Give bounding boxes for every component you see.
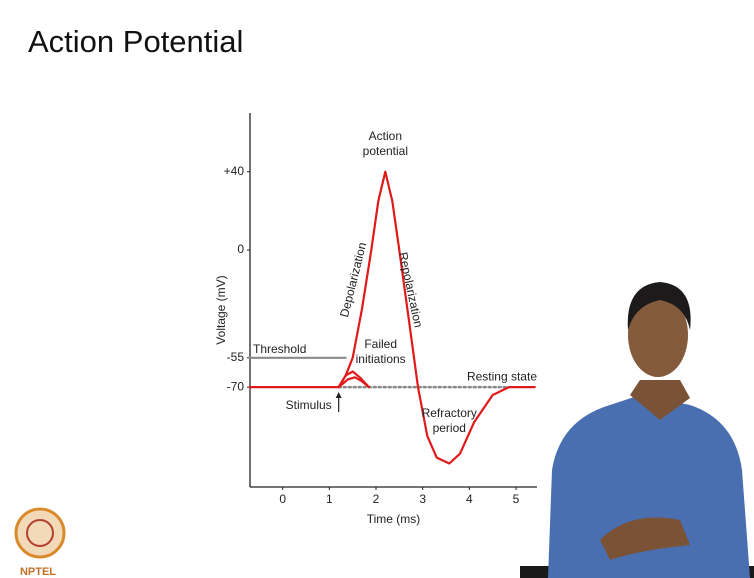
x-tick-label: 2	[373, 492, 380, 506]
slide-title: Action Potential	[28, 24, 243, 59]
annotation: Depolarization	[337, 241, 369, 319]
x-tick-label: 5	[513, 492, 520, 506]
y-tick-label: +40	[224, 164, 245, 178]
stimulus-arrowhead	[336, 392, 342, 398]
shirt	[548, 395, 750, 578]
series-label: Resting state	[467, 369, 537, 383]
logo: NPTEL	[16, 509, 64, 578]
y-tick-label: -70	[227, 379, 245, 393]
x-axis-label: Time (ms)	[367, 512, 421, 526]
y-tick-label: -55	[227, 350, 245, 364]
slide: NPTEL Action Potential +40 0 -55 -70 0 1 2 3 4 5 T…	[0, 0, 754, 578]
chart: NPTEL Action Potential +40 0 -55 -70 0 1 2 3 4 5 T…	[0, 0, 754, 578]
logo-text: NPTEL	[20, 566, 56, 578]
x-tick-label: 4	[466, 492, 473, 506]
x-tick-label: 3	[419, 492, 426, 506]
logo-emblem	[16, 509, 64, 557]
series-line	[250, 172, 535, 464]
annotation: Stimulus	[286, 398, 332, 412]
series-label: Threshold	[253, 342, 306, 356]
x-tick-label: 1	[326, 492, 333, 506]
annotation: Action potential	[350, 129, 420, 159]
x-tick-label: 0	[279, 492, 286, 506]
annotation: Refractory period	[409, 406, 489, 436]
y-tick-label: 0	[237, 242, 244, 256]
presenter	[520, 282, 754, 578]
annotation: Repolarization	[396, 251, 426, 329]
series-label: Failed initiations	[346, 337, 416, 367]
y-axis-label: Voltage (mV)	[214, 275, 228, 344]
